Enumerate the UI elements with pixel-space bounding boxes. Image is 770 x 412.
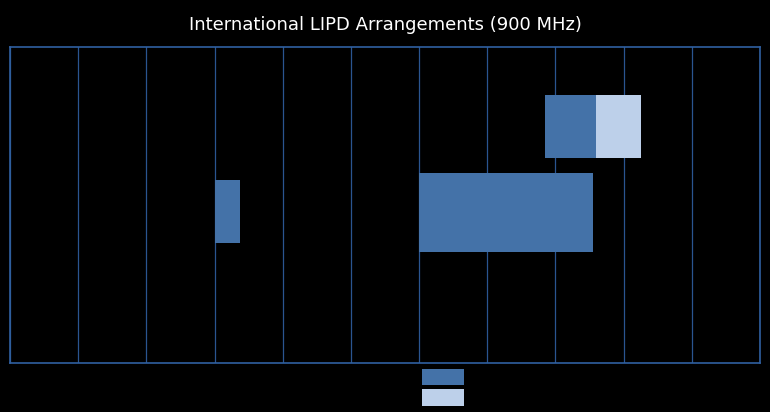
- Bar: [545, 95, 596, 158]
- Bar: [422, 369, 464, 385]
- Bar: [422, 389, 464, 406]
- Text: International LIPD Arrangements (900 MHz): International LIPD Arrangements (900 MHz…: [189, 16, 581, 34]
- Bar: [596, 95, 641, 158]
- Bar: [419, 173, 593, 252]
- Bar: [215, 180, 240, 243]
